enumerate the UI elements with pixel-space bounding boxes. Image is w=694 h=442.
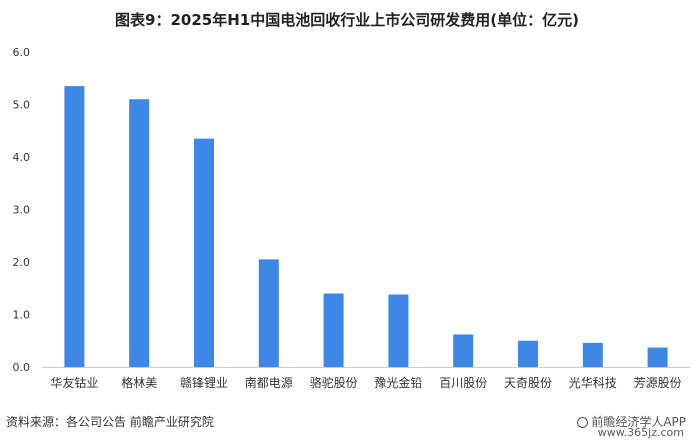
bar	[194, 138, 214, 367]
chart-title: 图表9：2025年H1中国电池回收行业上市公司研发费用(单位：亿元)	[115, 11, 579, 29]
y-tick-label: 3.0	[13, 204, 31, 217]
x-tick-label: 天奇股份	[504, 376, 552, 390]
y-tick-label: 0.0	[13, 361, 31, 374]
brand-text: 前瞻经济学人APP	[591, 415, 686, 429]
bar	[129, 99, 150, 367]
brand-label: 前瞻经济学人APP	[577, 413, 686, 430]
site-watermark: www.365jz.com	[597, 426, 684, 439]
x-tick-label: 骆驼股份	[310, 375, 358, 390]
bar	[388, 294, 409, 367]
y-tick-label: 2.0	[13, 256, 31, 269]
x-tick-label: 华友钴业	[50, 375, 98, 390]
y-tick-label: 1.0	[13, 309, 31, 322]
x-tick-label: 格林美	[121, 375, 157, 390]
bar	[453, 334, 474, 367]
bar	[64, 86, 85, 367]
x-tick-label: 南都电源	[245, 375, 293, 390]
x-tick-label: 赣锋锂业	[180, 375, 228, 390]
brand-logo-icon	[577, 417, 589, 428]
x-tick-label: 百川股份	[439, 376, 487, 390]
source-note: 资料来源：各公司公告 前瞻产业研究院	[6, 415, 214, 429]
y-tick-label: 6.0	[13, 46, 31, 59]
y-tick-label: 5.0	[13, 99, 31, 112]
x-tick-label: 光华科技	[569, 376, 617, 390]
y-tick-label: 4.0	[13, 151, 31, 164]
bar	[323, 293, 344, 367]
bar	[582, 342, 603, 367]
x-tick-label: 芳源股份	[634, 376, 682, 390]
bar	[258, 259, 279, 367]
bar	[518, 340, 538, 367]
bar	[647, 347, 668, 367]
x-tick-label: 豫光金铅	[374, 375, 422, 390]
